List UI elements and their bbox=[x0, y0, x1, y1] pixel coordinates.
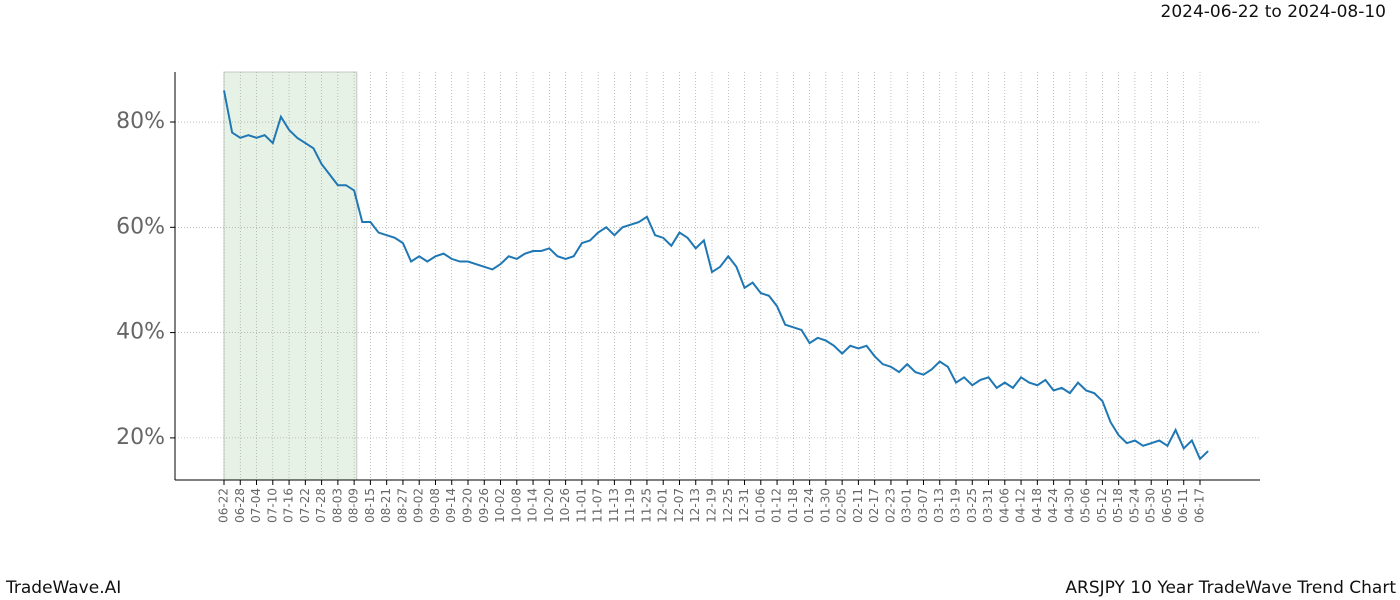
x-tick-label: 08-09 bbox=[347, 488, 361, 523]
x-tick-label: 08-03 bbox=[330, 488, 344, 523]
x-tick-label: 09-14 bbox=[444, 488, 458, 523]
x-tick-label: 10-08 bbox=[509, 488, 523, 523]
x-tick-label: 07-04 bbox=[249, 488, 263, 523]
x-tick-label: 05-06 bbox=[1079, 488, 1093, 523]
x-tick-label: 04-30 bbox=[1062, 488, 1076, 523]
x-tick-label: 10-26 bbox=[558, 488, 572, 523]
x-tick-label: 04-24 bbox=[1046, 488, 1060, 523]
y-tick-label: 40% bbox=[116, 320, 165, 345]
x-tick-label: 08-21 bbox=[379, 488, 393, 523]
x-tick-label: 08-27 bbox=[395, 488, 409, 523]
x-tick-label: 03-19 bbox=[949, 488, 963, 523]
x-tick-label: 03-13 bbox=[932, 488, 946, 523]
x-tick-label: 07-28 bbox=[314, 488, 328, 523]
x-tick-label: 10-20 bbox=[542, 488, 556, 523]
x-tick-label: 02-17 bbox=[867, 488, 881, 523]
x-tick-label: 11-25 bbox=[639, 488, 653, 523]
y-tick-label: 80% bbox=[116, 109, 165, 134]
x-tick-label: 11-19 bbox=[623, 488, 637, 523]
x-tick-label: 01-18 bbox=[786, 488, 800, 523]
x-tick-label: 09-08 bbox=[428, 488, 442, 523]
x-tick-label: 06-11 bbox=[1176, 488, 1190, 523]
x-tick-label: 05-24 bbox=[1127, 488, 1141, 523]
x-tick-label: 10-14 bbox=[526, 488, 540, 523]
x-tick-label: 12-13 bbox=[688, 488, 702, 523]
x-tick-label: 03-07 bbox=[916, 488, 930, 523]
x-tick-label: 02-11 bbox=[851, 488, 865, 523]
x-tick-label: 09-26 bbox=[477, 488, 491, 523]
x-tick-label: 11-13 bbox=[607, 488, 621, 523]
x-tick-label: 06-17 bbox=[1193, 488, 1207, 523]
x-tick-label: 05-30 bbox=[1144, 488, 1158, 523]
x-tick-label: 12-01 bbox=[656, 488, 670, 523]
x-tick-label: 07-16 bbox=[282, 488, 296, 523]
x-tick-label: 01-06 bbox=[753, 488, 767, 523]
x-tick-label: 09-02 bbox=[412, 488, 426, 523]
x-tick-label: 04-12 bbox=[1014, 488, 1028, 523]
x-tick-label: 04-18 bbox=[1030, 488, 1044, 523]
x-tick-label: 08-15 bbox=[363, 488, 377, 523]
x-tick-label: 10-02 bbox=[493, 488, 507, 523]
x-tick-label: 12-07 bbox=[672, 488, 686, 523]
x-tick-label: 03-01 bbox=[900, 488, 914, 523]
highlight-band bbox=[223, 71, 358, 481]
brand: TradeWave.AI bbox=[5, 578, 121, 598]
x-tick-label: 02-23 bbox=[883, 488, 897, 523]
x-tick-label: 11-07 bbox=[591, 488, 605, 523]
x-tick-label: 12-25 bbox=[721, 488, 735, 523]
x-tick-label: 09-20 bbox=[461, 488, 475, 523]
chart-title: ARSJPY 10 Year TradeWave Trend Chart bbox=[1065, 578, 1396, 598]
x-tick-label: 05-18 bbox=[1111, 488, 1125, 523]
y-tick-label: 20% bbox=[116, 425, 165, 450]
x-tick-label: 12-31 bbox=[737, 488, 751, 523]
x-tick-label: 12-19 bbox=[705, 488, 719, 523]
x-tick-label: 04-06 bbox=[997, 488, 1011, 523]
x-tick-label: 01-12 bbox=[770, 488, 784, 523]
x-tick-label: 11-01 bbox=[574, 488, 588, 523]
x-tick-label: 06-22 bbox=[217, 488, 231, 523]
x-tick-label: 03-31 bbox=[981, 488, 995, 523]
x-tick-label: 07-10 bbox=[265, 488, 279, 523]
x-tick-label: 05-12 bbox=[1095, 488, 1109, 523]
x-tick-label: 02-05 bbox=[835, 488, 849, 523]
x-tick-label: 03-25 bbox=[965, 488, 979, 523]
x-tick-label: 01-24 bbox=[802, 488, 816, 523]
trend-line bbox=[223, 90, 1209, 461]
x-tick-label: 01-30 bbox=[818, 488, 832, 523]
date-range: 2024-06-22 to 2024-08-10 bbox=[1161, 2, 1386, 22]
x-tick-label: 07-22 bbox=[298, 488, 312, 523]
x-tick-label: 06-28 bbox=[233, 488, 247, 523]
y-tick-label: 60% bbox=[116, 214, 165, 239]
x-tick-label: 06-05 bbox=[1160, 488, 1174, 523]
